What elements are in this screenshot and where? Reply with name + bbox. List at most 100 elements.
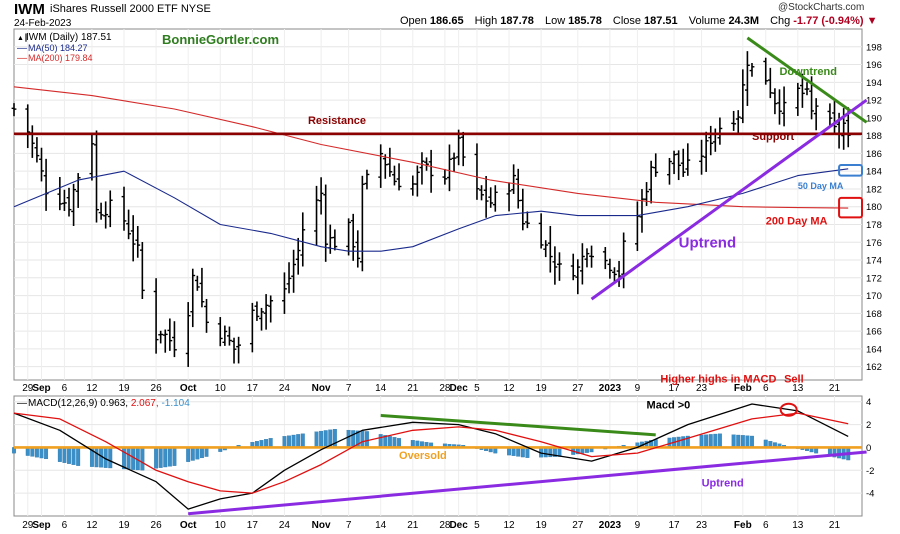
price-y-tick-label: 164	[866, 344, 882, 355]
ohlc-bar	[547, 225, 553, 273]
resistance-label: Resistance	[308, 115, 366, 127]
histogram-bar	[346, 429, 351, 448]
ohlc-bar	[75, 173, 81, 208]
ohlc-bar	[57, 177, 63, 211]
price-x-tick-label: 5	[474, 383, 480, 394]
price-x-tick-label: 6	[62, 383, 68, 394]
ohlc-bar	[217, 317, 223, 347]
macd-x-tick-label: 12	[503, 520, 515, 531]
price-y-tick-label: 180	[866, 202, 882, 213]
ohlc-bar	[607, 258, 613, 279]
macd-lower-highs-line	[380, 413, 656, 437]
50-day-ma-label: 50 Day MA	[798, 181, 844, 191]
price-y-tick-label: 168	[866, 309, 882, 320]
histogram-bar	[300, 433, 305, 448]
price-y-tick-label: 186	[866, 149, 882, 160]
ohlc-bar	[800, 73, 805, 108]
ma50-legend-label: MA(50) 184.27	[28, 43, 88, 53]
change-value: -1.77 (-0.94%)	[793, 15, 864, 27]
close-label: Close	[612, 15, 642, 27]
ohlc-bar	[506, 182, 512, 212]
macd-legend-icon: —	[17, 398, 27, 409]
histogram-bar	[543, 447, 548, 458]
macd-x-tick-label: 19	[118, 520, 130, 531]
macd-x-tick-label: 6	[62, 520, 68, 531]
price-y-tick-label: 166	[866, 327, 882, 338]
ohlc-bar	[511, 164, 517, 194]
histogram-bar	[736, 434, 741, 448]
ohlc-bar	[781, 86, 787, 127]
ma200-legend-icon: —	[17, 53, 27, 64]
high-label: High	[474, 15, 498, 27]
ohlc-bar	[231, 337, 237, 364]
price-x-tick-label: 10	[215, 383, 227, 394]
histogram-bar	[319, 430, 324, 448]
ohlc-legend-icon: ▲┃	[17, 33, 28, 42]
price-x-tick-label: Feb	[734, 383, 752, 394]
ohlc-bar	[126, 209, 131, 240]
ohlc-bar	[731, 110, 737, 131]
ohlc-bar	[419, 152, 425, 185]
price-x-tick-label: 12	[86, 383, 98, 394]
ohlc-bar	[190, 268, 196, 328]
price-x-tick-label: Oct	[180, 383, 197, 394]
price-legend: ▲┃IWM (Daily) 187.51— MA(50) 184.27— MA(20…	[17, 32, 112, 64]
ohlc-bar	[667, 157, 672, 185]
ohlc-bar	[254, 301, 260, 321]
price-y-tick-label: 172	[866, 273, 882, 284]
price-y-tick-label: 176	[866, 238, 882, 249]
ohlc-bar	[199, 267, 205, 308]
price-y-tick-label: 190	[866, 113, 882, 124]
histogram-bar	[44, 447, 49, 460]
ohlc-bar	[634, 201, 640, 251]
ohlc-bar	[479, 185, 484, 201]
price-x-tick-label: 23	[696, 383, 708, 394]
ohlc-bars	[11, 51, 851, 367]
watermark-label: BonnieGortler.com	[162, 32, 279, 47]
price-x-tick-label: 27	[572, 383, 584, 394]
ohlc-bar	[552, 246, 558, 285]
ohlc-bar	[740, 69, 746, 124]
histogram-bar	[745, 435, 750, 448]
ohlc-bar	[735, 110, 741, 133]
ohlc-bar	[515, 168, 521, 209]
close-value: 187.51	[644, 15, 678, 27]
price-x-tick-label: 26	[151, 383, 163, 394]
ohlc-bar	[703, 131, 709, 172]
price-y-tick-label: 184	[866, 167, 882, 178]
uptrend-label: Uptrend	[679, 235, 737, 252]
ohlc-bar	[346, 218, 352, 256]
macd-0-label: Macd >0	[647, 400, 691, 412]
ohlc-bar	[483, 176, 489, 218]
ohlc-bar	[717, 117, 723, 145]
price-y-tick-label: 188	[866, 131, 882, 142]
price-x-tick-label: 6	[763, 383, 769, 394]
price-x-tick-label: 17	[669, 383, 681, 394]
macd-x-tick-label: Nov	[312, 520, 331, 531]
macd-line	[13, 403, 849, 510]
open-value: 186.65	[429, 15, 464, 27]
ohlc-bar	[249, 302, 255, 353]
low-label: Low	[544, 15, 566, 27]
ohlc-bar	[474, 143, 480, 200]
macd-x-tick-label: 21	[407, 520, 419, 531]
price-panel: 1621641661681701721741761781801821841861…	[11, 28, 882, 394]
price-x-tick-label: 29	[22, 383, 34, 394]
ohlc-bar	[648, 160, 654, 204]
ohlc-bar	[103, 201, 109, 229]
ohlc-bar	[492, 185, 498, 212]
histogram-bar	[291, 434, 296, 448]
histogram-bar	[282, 436, 287, 448]
uptrend-trendline	[590, 98, 868, 301]
price-x-tick-label: Sep	[32, 383, 50, 394]
histogram-bar	[525, 447, 530, 458]
histogram-bar	[548, 447, 553, 458]
price-plot-frame	[13, 28, 863, 381]
histogram-bar	[717, 433, 722, 448]
macd-x-tick-label: 5	[474, 520, 480, 531]
ohlc-bar	[424, 157, 429, 171]
ohlc-bar	[804, 82, 810, 96]
ohlc-bar	[194, 275, 200, 291]
exchange-name: NYSE	[180, 3, 211, 15]
